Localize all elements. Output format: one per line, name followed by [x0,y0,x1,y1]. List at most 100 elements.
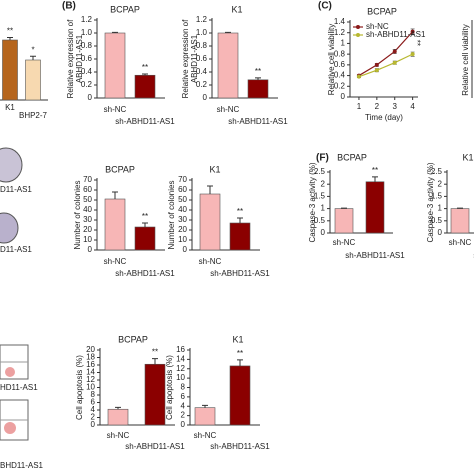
error-bar [225,31,231,33]
y-axis-label: Relative cell viability [327,24,336,96]
point [356,74,361,79]
y-tick-label: 1 [321,204,326,213]
error-bar [112,191,118,199]
y-tick-label: 0 [88,93,93,102]
flow-cloud [4,422,16,434]
y-tick-label: 1 [438,204,443,213]
y-axis-label: Relative expression of [181,19,190,98]
cropped-label: D11-AS1 [0,185,32,194]
x-tick-label: sh-NC [199,257,222,266]
chart-title: K1 [209,164,220,174]
bar [2,39,18,101]
y-tick-label: 20 [86,345,95,354]
x-tick-label: sh-ABHD11-AS1 [345,251,405,260]
significance: ** [372,166,378,175]
significance: ** [255,67,261,76]
chart-title: BCPAP [367,6,397,16]
y-tick-label: 1.2 [196,15,208,24]
x-tick-label: sh-ABHD11-AS1 [210,269,270,278]
y-tick-label: 0.5 [431,216,443,225]
y-tick-label: 60 [178,185,187,194]
bar [247,79,269,99]
y-tick-label: 0 [183,245,188,254]
y-tick-label: 4 [91,405,96,414]
error-bar [7,37,13,40]
y-tick-label: 0.5 [314,216,326,225]
y-tick-label: 0 [321,228,326,237]
y-tick-label: 0 [341,92,346,101]
bar [229,222,251,251]
y-tick-label: 0.6 [334,60,346,69]
y-tick-label: 1.2 [334,28,346,37]
y-tick-label: 16 [86,360,95,369]
y-axis-label: Cell apoptosis (%) [75,355,84,420]
panel-label: (B) [62,1,76,12]
significance: ** [237,207,243,216]
y-tick-label: 1.4 [334,17,346,26]
chart-title: BCPAP [337,152,367,162]
bar [229,365,251,426]
y-tick-label: 1.5 [431,192,443,201]
point [392,49,397,54]
x-tick-label: sh-ABHD11-AS1 [125,442,185,451]
bar [144,363,166,426]
significance: ** [152,348,158,357]
point [392,60,397,65]
bar [365,181,385,234]
error-bar [115,406,121,410]
colony-dish [0,212,19,244]
y-tick-label: 0.2 [81,80,93,89]
y-tick-label: 1.0 [196,28,208,37]
error-bar [237,359,243,366]
y-tick-label: 50 [83,195,92,204]
y-tick-label: 2 [91,413,96,422]
cropped-label: Relative cell viability [461,24,470,96]
bar [134,74,156,99]
significance: ** [7,27,13,36]
point [410,52,415,57]
y-tick-label: 0 [203,93,208,102]
x-tick-label: sh-NC [107,431,130,440]
y-tick-label: 2 [438,179,443,188]
y-tick-label: 1.0 [81,28,93,37]
y-axis-label: Number of colonies [73,181,82,250]
error-bar [142,222,148,227]
y-tick-label: 2.5 [431,167,443,176]
chart-title: K1 [231,4,242,14]
y-tick-label: 6 [181,392,186,401]
y-tick-label: 0.2 [196,80,208,89]
error-bar [30,55,36,60]
chart-title: K1 [232,334,243,344]
bar [104,32,126,99]
y-tick-label: 0.8 [334,49,346,58]
bar [107,408,129,426]
legend-marker [356,33,360,37]
x-tick-label: 1 [357,102,362,111]
y-tick-label: 0.6 [81,54,93,63]
series-line [358,31,414,77]
significance: ** [142,63,148,72]
bar [104,198,126,251]
colony-dish [0,147,23,183]
legend-label: sh-ABHD11-AS1 [366,30,426,39]
x-tick-label: 3 [393,102,398,111]
y-tick-label: 6 [91,398,96,407]
y-tick-label: 0.6 [196,54,208,63]
error-bar [202,404,208,408]
y-tick-label: 14 [176,354,185,363]
significance: ** [237,349,243,358]
y-tick-label: 10 [176,373,185,382]
y-tick-label: 10 [86,383,95,392]
x-tick-label: sh-NC [449,238,472,247]
y-tick-label: 40 [83,205,92,214]
y-tick-label: 20 [83,225,92,234]
error-bar [142,73,148,76]
y-tick-label: 0.8 [81,41,93,50]
x-tick-label: sh-NC [104,257,127,266]
x-axis-label: Time (day) [365,113,403,122]
point [374,68,379,73]
point [410,29,415,34]
error-bar [255,77,261,80]
y-tick-label: 16 [176,345,185,354]
panel-label: (F) [316,153,329,164]
